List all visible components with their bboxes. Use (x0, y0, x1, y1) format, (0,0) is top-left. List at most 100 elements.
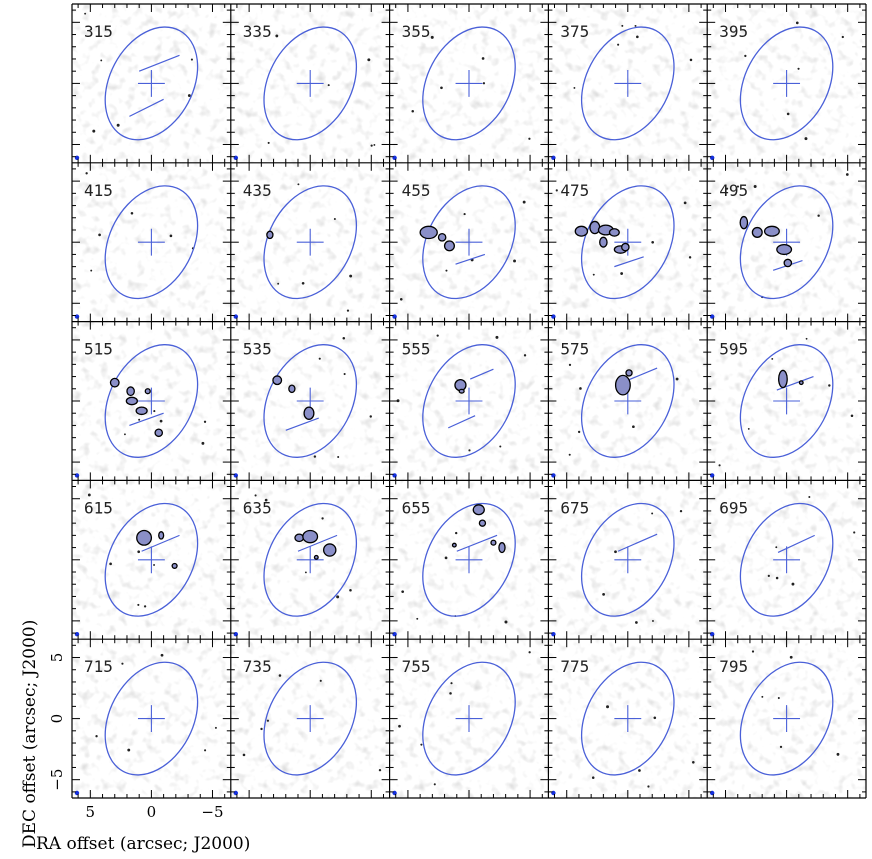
noise-speck (260, 727, 263, 731)
emission-contour (136, 529, 153, 546)
emission-contour (126, 386, 135, 397)
emission-contour (171, 562, 178, 570)
emission-contour (739, 215, 749, 230)
noise-speck (87, 493, 91, 497)
emission-contour (437, 232, 447, 242)
noise-speck (187, 94, 191, 97)
panel-555: 555 (389, 321, 549, 481)
slit-line (285, 417, 319, 431)
noise-speck (804, 137, 808, 141)
noise-speck (577, 430, 581, 434)
emission-contour (614, 374, 631, 396)
noise-speck (204, 749, 207, 752)
emission-contour (589, 220, 601, 235)
panel-label: 595 (719, 340, 748, 359)
noise-speck (203, 420, 207, 423)
panel-ticks (548, 321, 708, 481)
noise-speck (647, 785, 650, 788)
noise-speck (528, 137, 531, 140)
emission-contour (751, 226, 763, 238)
ellipse-395 (739, 26, 834, 141)
noise-speck (159, 419, 163, 423)
noise-speck (632, 425, 635, 429)
panel-655: 655 (389, 480, 549, 640)
ellipse-655 (422, 502, 516, 617)
y-axis-title: DEC offset (arcsec; J2000) (20, 619, 40, 848)
noise-speck (468, 449, 471, 452)
noise-speck (652, 620, 654, 622)
noise-speck (636, 35, 639, 39)
panel-515: 515 (72, 321, 231, 481)
panel-715: 715 (72, 639, 231, 798)
noise-speck (95, 735, 98, 738)
slit-line (447, 415, 476, 429)
noise-speck (751, 650, 755, 653)
ellipse-415 (104, 185, 199, 300)
emission-contour (313, 554, 319, 560)
y-tick-label: 0 (48, 714, 66, 724)
noise-speck (277, 282, 280, 285)
noise-speck (321, 517, 324, 520)
emission-contour (458, 388, 465, 394)
slit-line (614, 256, 644, 268)
ellipse-575 (580, 344, 675, 458)
emission-contour (322, 543, 337, 557)
noise-speck (327, 84, 330, 87)
panel-label: 355 (402, 22, 431, 41)
y-tick-label: −5 (48, 769, 66, 791)
panel-label: 755 (402, 657, 431, 676)
noise-speck (398, 724, 401, 728)
noise-speck (84, 12, 87, 15)
panel-795: 795 (707, 639, 866, 798)
noise-speck (124, 433, 126, 436)
noise-speck (634, 24, 637, 27)
noise-speck (522, 200, 526, 204)
emission-contour (625, 369, 633, 377)
ellipse-495 (739, 185, 834, 300)
noise-speck (444, 556, 448, 560)
slit-line (129, 412, 164, 426)
noise-speck (753, 185, 757, 189)
noise-speck (214, 726, 217, 729)
ellipse-375 (580, 26, 675, 141)
panel-ticks (230, 321, 390, 481)
noise-speck (254, 494, 257, 497)
panel-ticks (389, 162, 549, 322)
noise-speck (297, 183, 300, 186)
noise-speck (449, 692, 452, 695)
noise-speck (841, 35, 844, 39)
noise-speck (267, 141, 270, 144)
panel-ticks (230, 162, 390, 322)
noise-speck (190, 58, 193, 61)
noise-speck (301, 281, 305, 285)
y-tick-label: 5 (48, 653, 66, 663)
panel-ticks (389, 480, 549, 640)
panel-ticks (707, 480, 866, 640)
x-tick-label: 0 (147, 803, 157, 821)
ellipse-675 (580, 502, 675, 617)
noise-speck (775, 546, 778, 549)
noise-speck (116, 123, 120, 127)
panel-335: 335 (230, 4, 390, 163)
noise-speck (791, 582, 795, 586)
emission-contour (419, 225, 438, 240)
panel-615: 615 (72, 480, 231, 640)
panel-575: 575 (548, 321, 708, 481)
noise-speck (85, 172, 88, 175)
panel-label: 415 (84, 181, 113, 200)
x-tick-label: −5 (201, 803, 223, 821)
noise-speck (278, 674, 282, 677)
noise-speck (528, 651, 531, 654)
panel-455: 455 (389, 162, 549, 322)
emission-contour (125, 396, 139, 406)
noise-speck (430, 35, 434, 39)
noise-speck (201, 441, 205, 445)
noise-speck (109, 562, 112, 566)
panel-ticks (707, 4, 866, 163)
slit-line (138, 54, 180, 72)
emission-contour (763, 225, 780, 237)
noise-speck (127, 748, 131, 752)
ellipse-795 (739, 661, 834, 776)
noise-speck (411, 110, 414, 113)
noise-speck (845, 173, 849, 176)
